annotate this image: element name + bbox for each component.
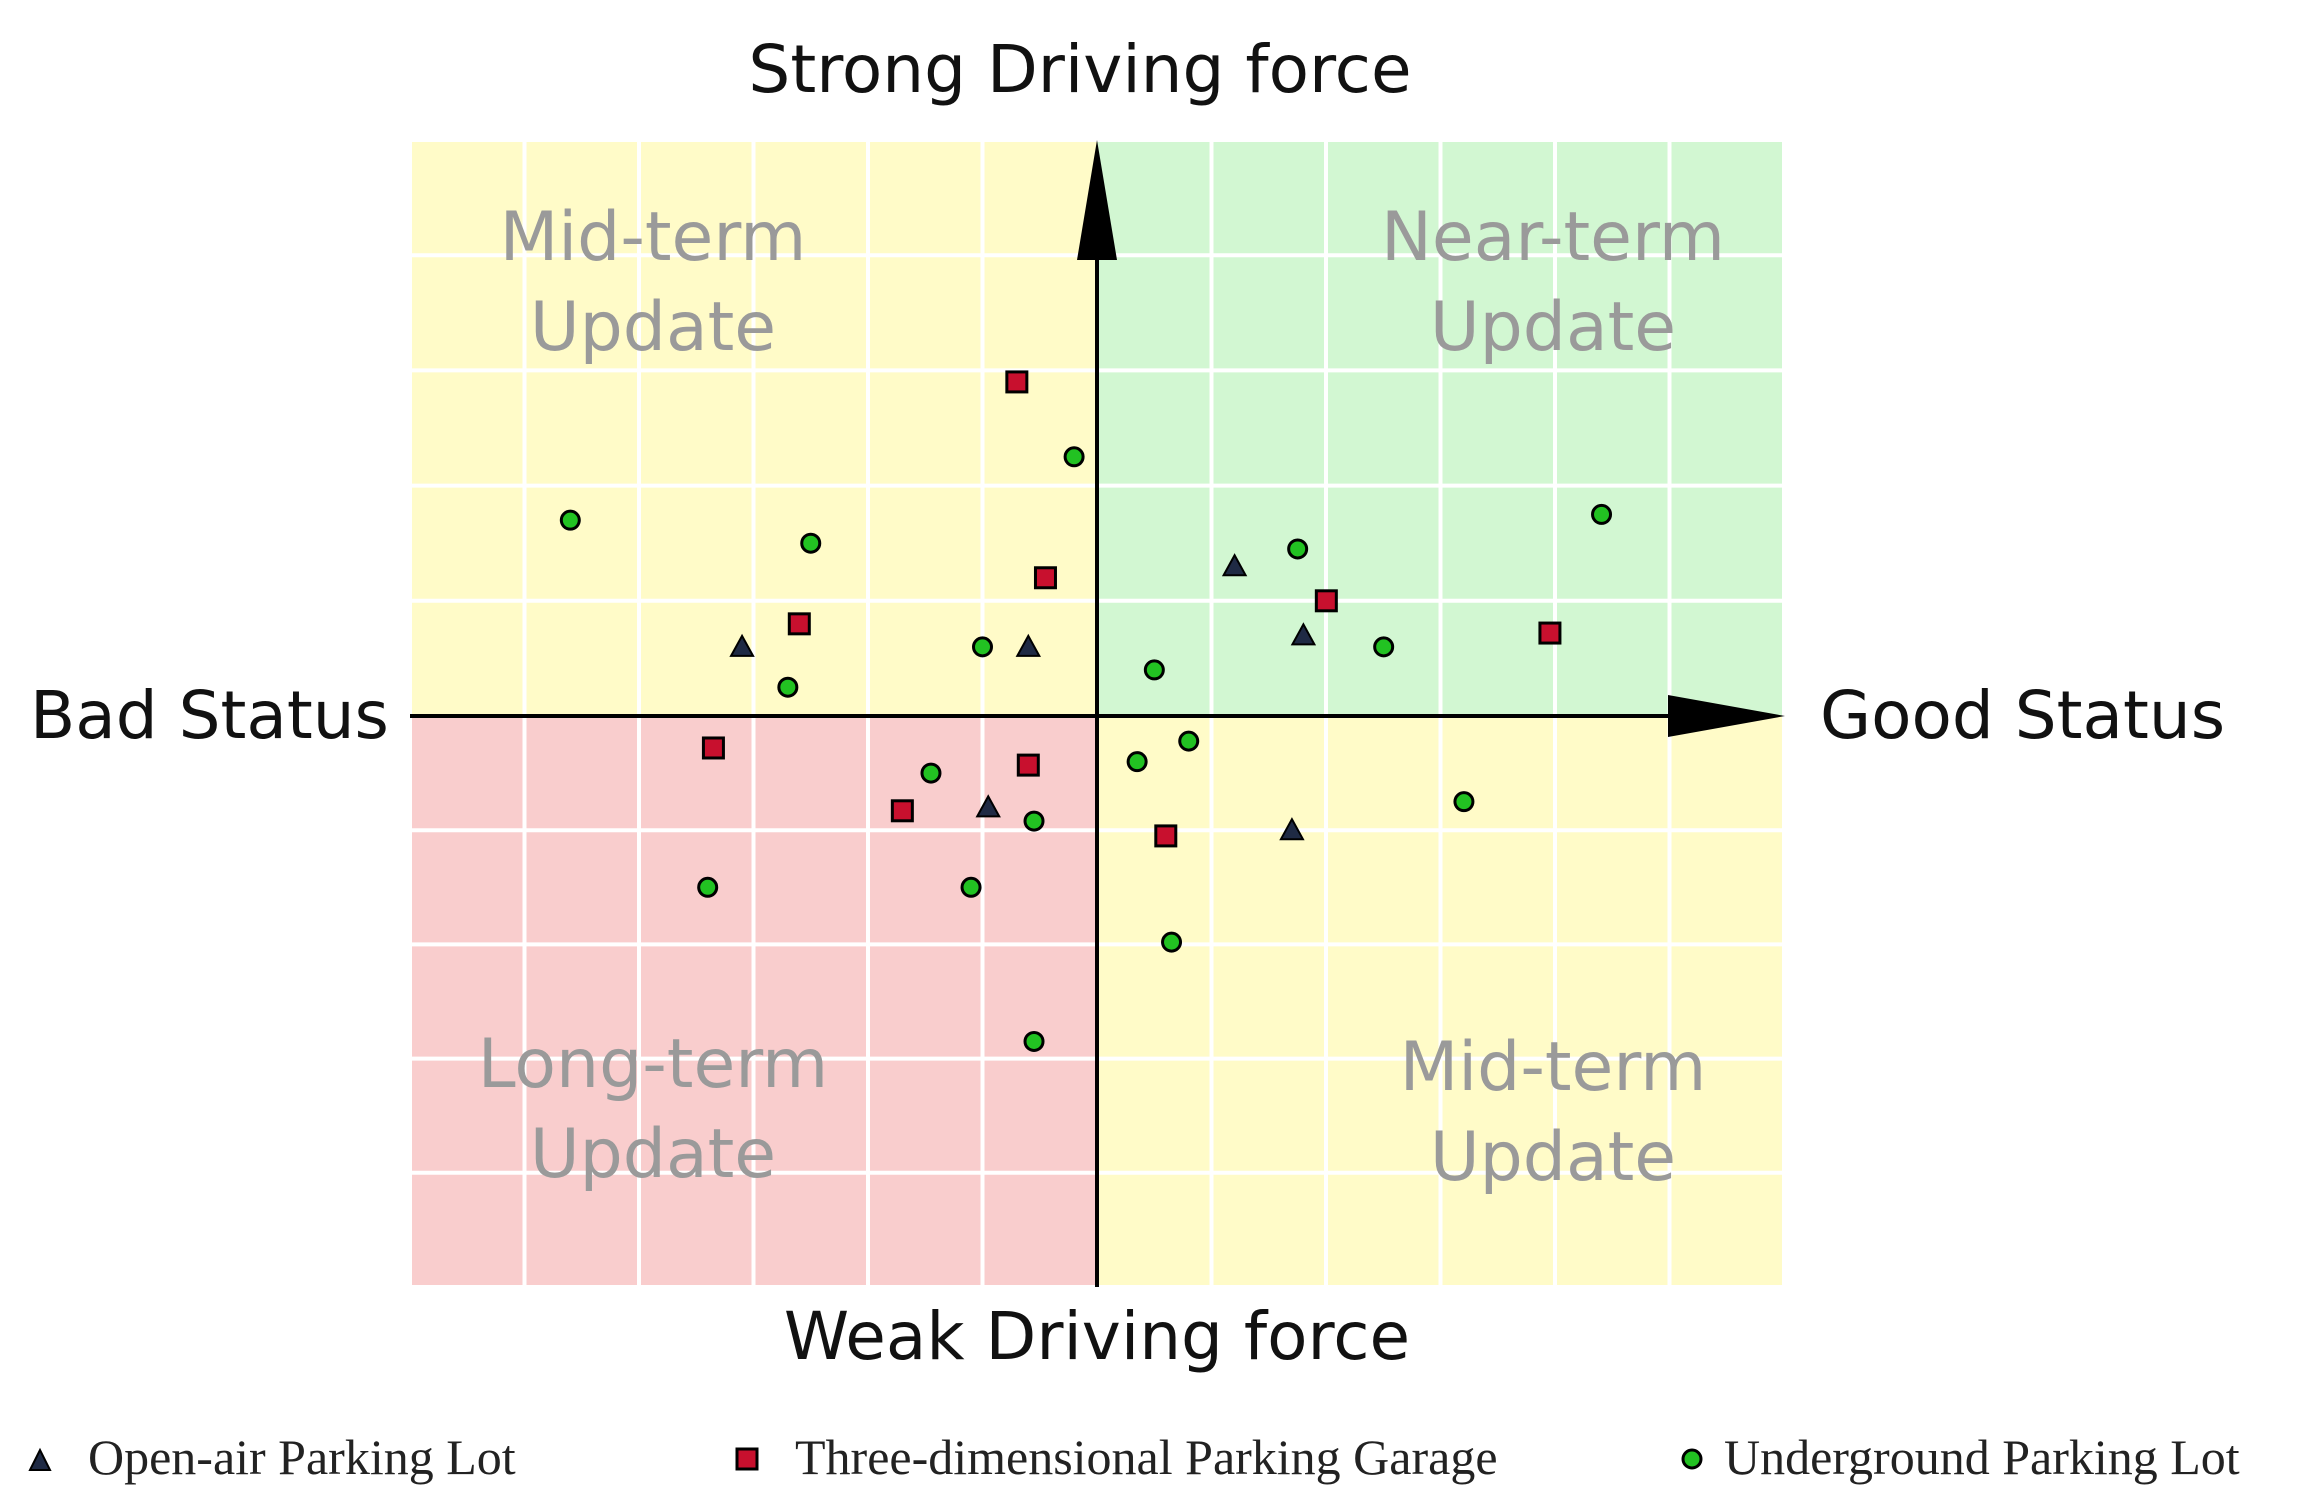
legend-circle-icon [1683,1450,1701,1468]
quadrant-label-bottom-right: Update [1430,1118,1676,1197]
legend-item-open-air: Open-air Parking Lot [30,1429,516,1485]
point-three-dimensional-parking-garage [892,801,912,821]
quadrant-label-top-left: Mid-term [500,198,807,277]
point-three-dimensional-parking-garage [1316,591,1336,611]
legend-item-underground: Underground Parking Lot [1683,1429,2240,1485]
legend-label-open-air: Open-air Parking Lot [88,1429,516,1485]
left-axis-label: Bad Status [30,677,389,754]
quadrant-label-bottom-right: Mid-term [1400,1028,1707,1107]
point-three-dimensional-parking-garage [789,614,809,634]
point-underground-parking-lot [561,511,579,529]
quadrant-label-bottom-left: Long-term [478,1025,829,1104]
point-underground-parking-lot [1128,753,1146,771]
legend: Open-air Parking Lot Three-dimensional P… [30,1429,2240,1485]
point-underground-parking-lot [974,638,992,656]
point-underground-parking-lot [962,878,980,896]
point-underground-parking-lot [1375,638,1393,656]
legend-item-3d-garage: Three-dimensional Parking Garage [737,1429,1498,1485]
point-three-dimensional-parking-garage [1035,568,1055,588]
quadrant-label-top-left: Update [530,288,776,367]
point-three-dimensional-parking-garage [703,738,723,758]
point-three-dimensional-parking-garage [1156,826,1176,846]
point-underground-parking-lot [1163,933,1181,951]
top-axis-label: Strong Driving force [748,31,1411,108]
point-underground-parking-lot [1145,661,1163,679]
point-three-dimensional-parking-garage [1540,623,1560,643]
point-underground-parking-lot [1289,540,1307,558]
legend-label-underground: Underground Parking Lot [1724,1429,2240,1485]
point-underground-parking-lot [1180,732,1198,750]
point-three-dimensional-parking-garage [1018,755,1038,775]
point-underground-parking-lot [802,534,820,552]
point-underground-parking-lot [1455,793,1473,811]
bottom-axis-label: Weak Driving force [784,1298,1410,1375]
quadrant-label-top-right: Update [1430,288,1676,367]
point-underground-parking-lot [699,878,717,896]
point-underground-parking-lot [1065,448,1083,466]
point-underground-parking-lot [1025,1032,1043,1050]
point-underground-parking-lot [1593,505,1611,523]
quadrant-label-bottom-left: Update [530,1115,776,1194]
point-underground-parking-lot [922,764,940,782]
point-three-dimensional-parking-garage [1007,372,1027,392]
right-axis-label: Good Status [1820,677,2225,754]
legend-label-3d-garage: Three-dimensional Parking Garage [795,1429,1498,1485]
point-underground-parking-lot [1025,812,1043,830]
quadrant-label-top-right: Near-term [1381,198,1725,277]
point-underground-parking-lot [779,678,797,696]
legend-square-icon [737,1449,757,1469]
legend-triangle-icon [30,1450,50,1470]
